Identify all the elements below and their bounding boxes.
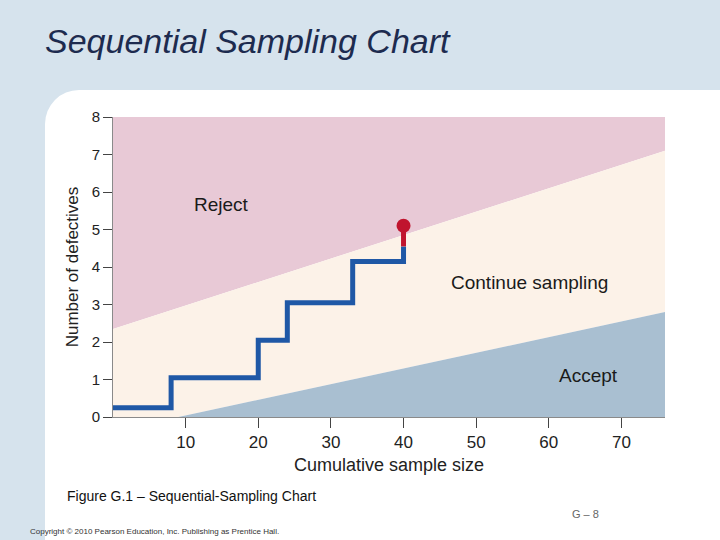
svg-text:0: 0	[92, 408, 100, 425]
svg-text:1: 1	[92, 371, 100, 388]
svg-text:7: 7	[92, 146, 100, 163]
svg-text:Number of defectives: Number of defectives	[63, 187, 82, 348]
svg-text:50: 50	[467, 433, 486, 452]
svg-text:Reject: Reject	[194, 194, 249, 215]
svg-text:60: 60	[539, 433, 558, 452]
svg-text:5: 5	[92, 221, 100, 238]
html-text:Copyright © 2010 Pearson Educa: Copyright © 2010 Pearson Education, Inc.…	[30, 527, 280, 536]
html-text:G – 8: G – 8	[572, 508, 599, 520]
svg-text:70: 70	[612, 433, 631, 452]
svg-text:4: 4	[92, 258, 100, 275]
svg-text:3: 3	[92, 296, 100, 313]
svg-text:6: 6	[92, 183, 100, 200]
svg-text:Accept: Accept	[559, 365, 618, 386]
svg-text:40: 40	[394, 433, 413, 452]
svg-text:Continue sampling: Continue sampling	[451, 272, 608, 293]
html-text:Sequential Sampling Chart: Sequential Sampling Chart	[45, 22, 450, 60]
html-text:Figure G.1 – Sequential-Sampli: Figure G.1 – Sequential-Sampling Chart	[67, 488, 316, 504]
svg-text:20: 20	[249, 433, 268, 452]
svg-text:8: 8	[92, 108, 100, 125]
svg-text:10: 10	[176, 433, 195, 452]
svg-text:30: 30	[321, 433, 340, 452]
svg-text:2: 2	[92, 333, 100, 350]
svg-text:Cumulative sample size: Cumulative sample size	[294, 455, 484, 475]
